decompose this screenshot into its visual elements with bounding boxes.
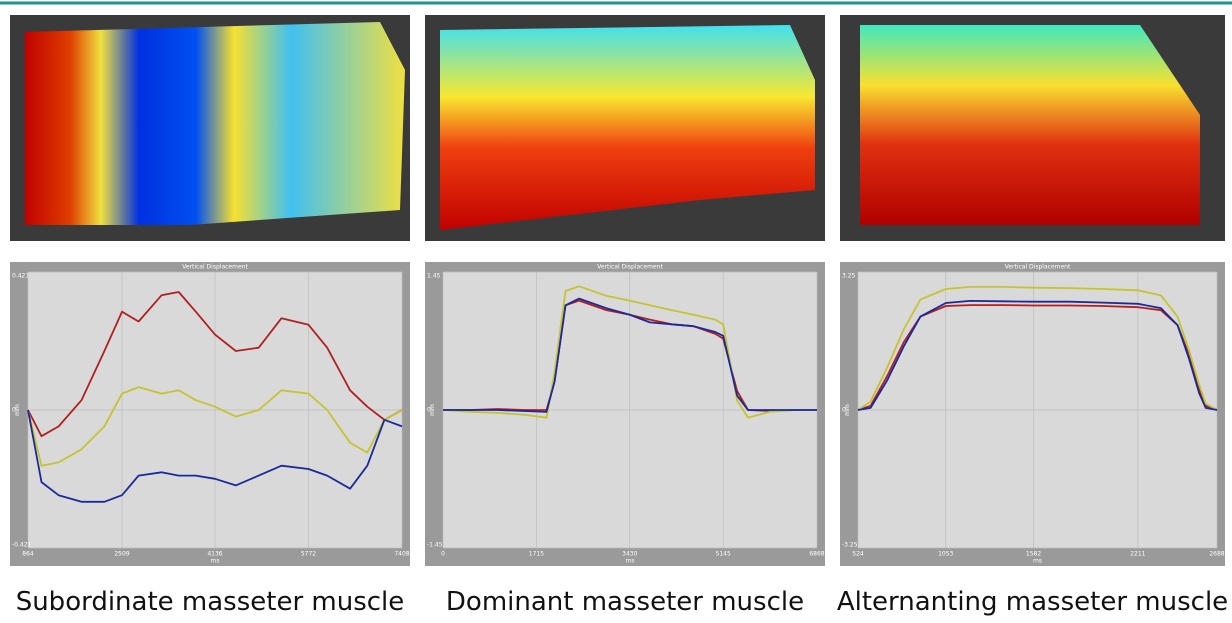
x-axis-label: ms [626, 558, 635, 565]
panel-caption: Alternanting masseter muscle [837, 587, 1228, 617]
x-tick-label: 2509 [114, 551, 129, 558]
y-tick-label: 1.45 [427, 273, 441, 280]
y-tick-label: 0 [427, 407, 431, 414]
panel-caption: Subordinate masseter muscle [16, 587, 405, 617]
chart-title: Vertical Displacement [182, 264, 248, 271]
data-line [27, 291, 403, 438]
x-tick-label: 2688 [1209, 551, 1224, 558]
x-tick-label: 864 [22, 551, 34, 558]
heatmap [440, 25, 815, 230]
data-line [27, 409, 403, 503]
y-tick-label: 0.421 [12, 273, 29, 280]
panel-caption: Dominant masseter muscle [446, 587, 804, 617]
y-tick-label: 3.25 [842, 273, 856, 280]
y-tick-label: -3.25 [842, 542, 858, 549]
x-tick-label: 1582 [1026, 551, 1041, 558]
x-tick-label: 3430 [622, 551, 637, 558]
data-line [857, 304, 1218, 411]
x-tick-label: 5145 [716, 551, 731, 558]
x-axis-label: ms [211, 558, 220, 565]
heatmap [25, 22, 405, 225]
data-line [857, 300, 1218, 411]
x-tick-label: 5772 [301, 551, 316, 558]
y-tick-label: 0 [12, 407, 16, 414]
y-axis-label: mm [14, 404, 21, 416]
data-line [443, 297, 817, 413]
y-tick-label: -0.421 [12, 542, 32, 549]
x-tick-label: 524 [852, 551, 864, 558]
x-axis-label: ms [1033, 558, 1042, 565]
x-tick-label: 7408 [394, 551, 409, 558]
y-axis-label: mm [844, 404, 851, 416]
y-tick-label: 0 [842, 407, 846, 414]
data-line [442, 285, 817, 419]
x-tick-label: 4136 [207, 551, 222, 558]
y-axis-label: mm [429, 404, 436, 416]
x-tick-label: 1053 [938, 551, 953, 558]
x-tick-label: 6868 [809, 551, 824, 558]
chart-title: Vertical Displacement [1005, 264, 1071, 271]
data-line [857, 286, 1218, 411]
x-tick-label: 2211 [1130, 551, 1145, 558]
data-line [27, 386, 403, 467]
chart-title: Vertical Displacement [597, 264, 663, 271]
y-tick-label: -1.45 [427, 542, 443, 549]
x-tick-label: 1715 [529, 551, 544, 558]
x-tick-label: 0 [441, 551, 445, 558]
heatmap [860, 25, 1200, 225]
